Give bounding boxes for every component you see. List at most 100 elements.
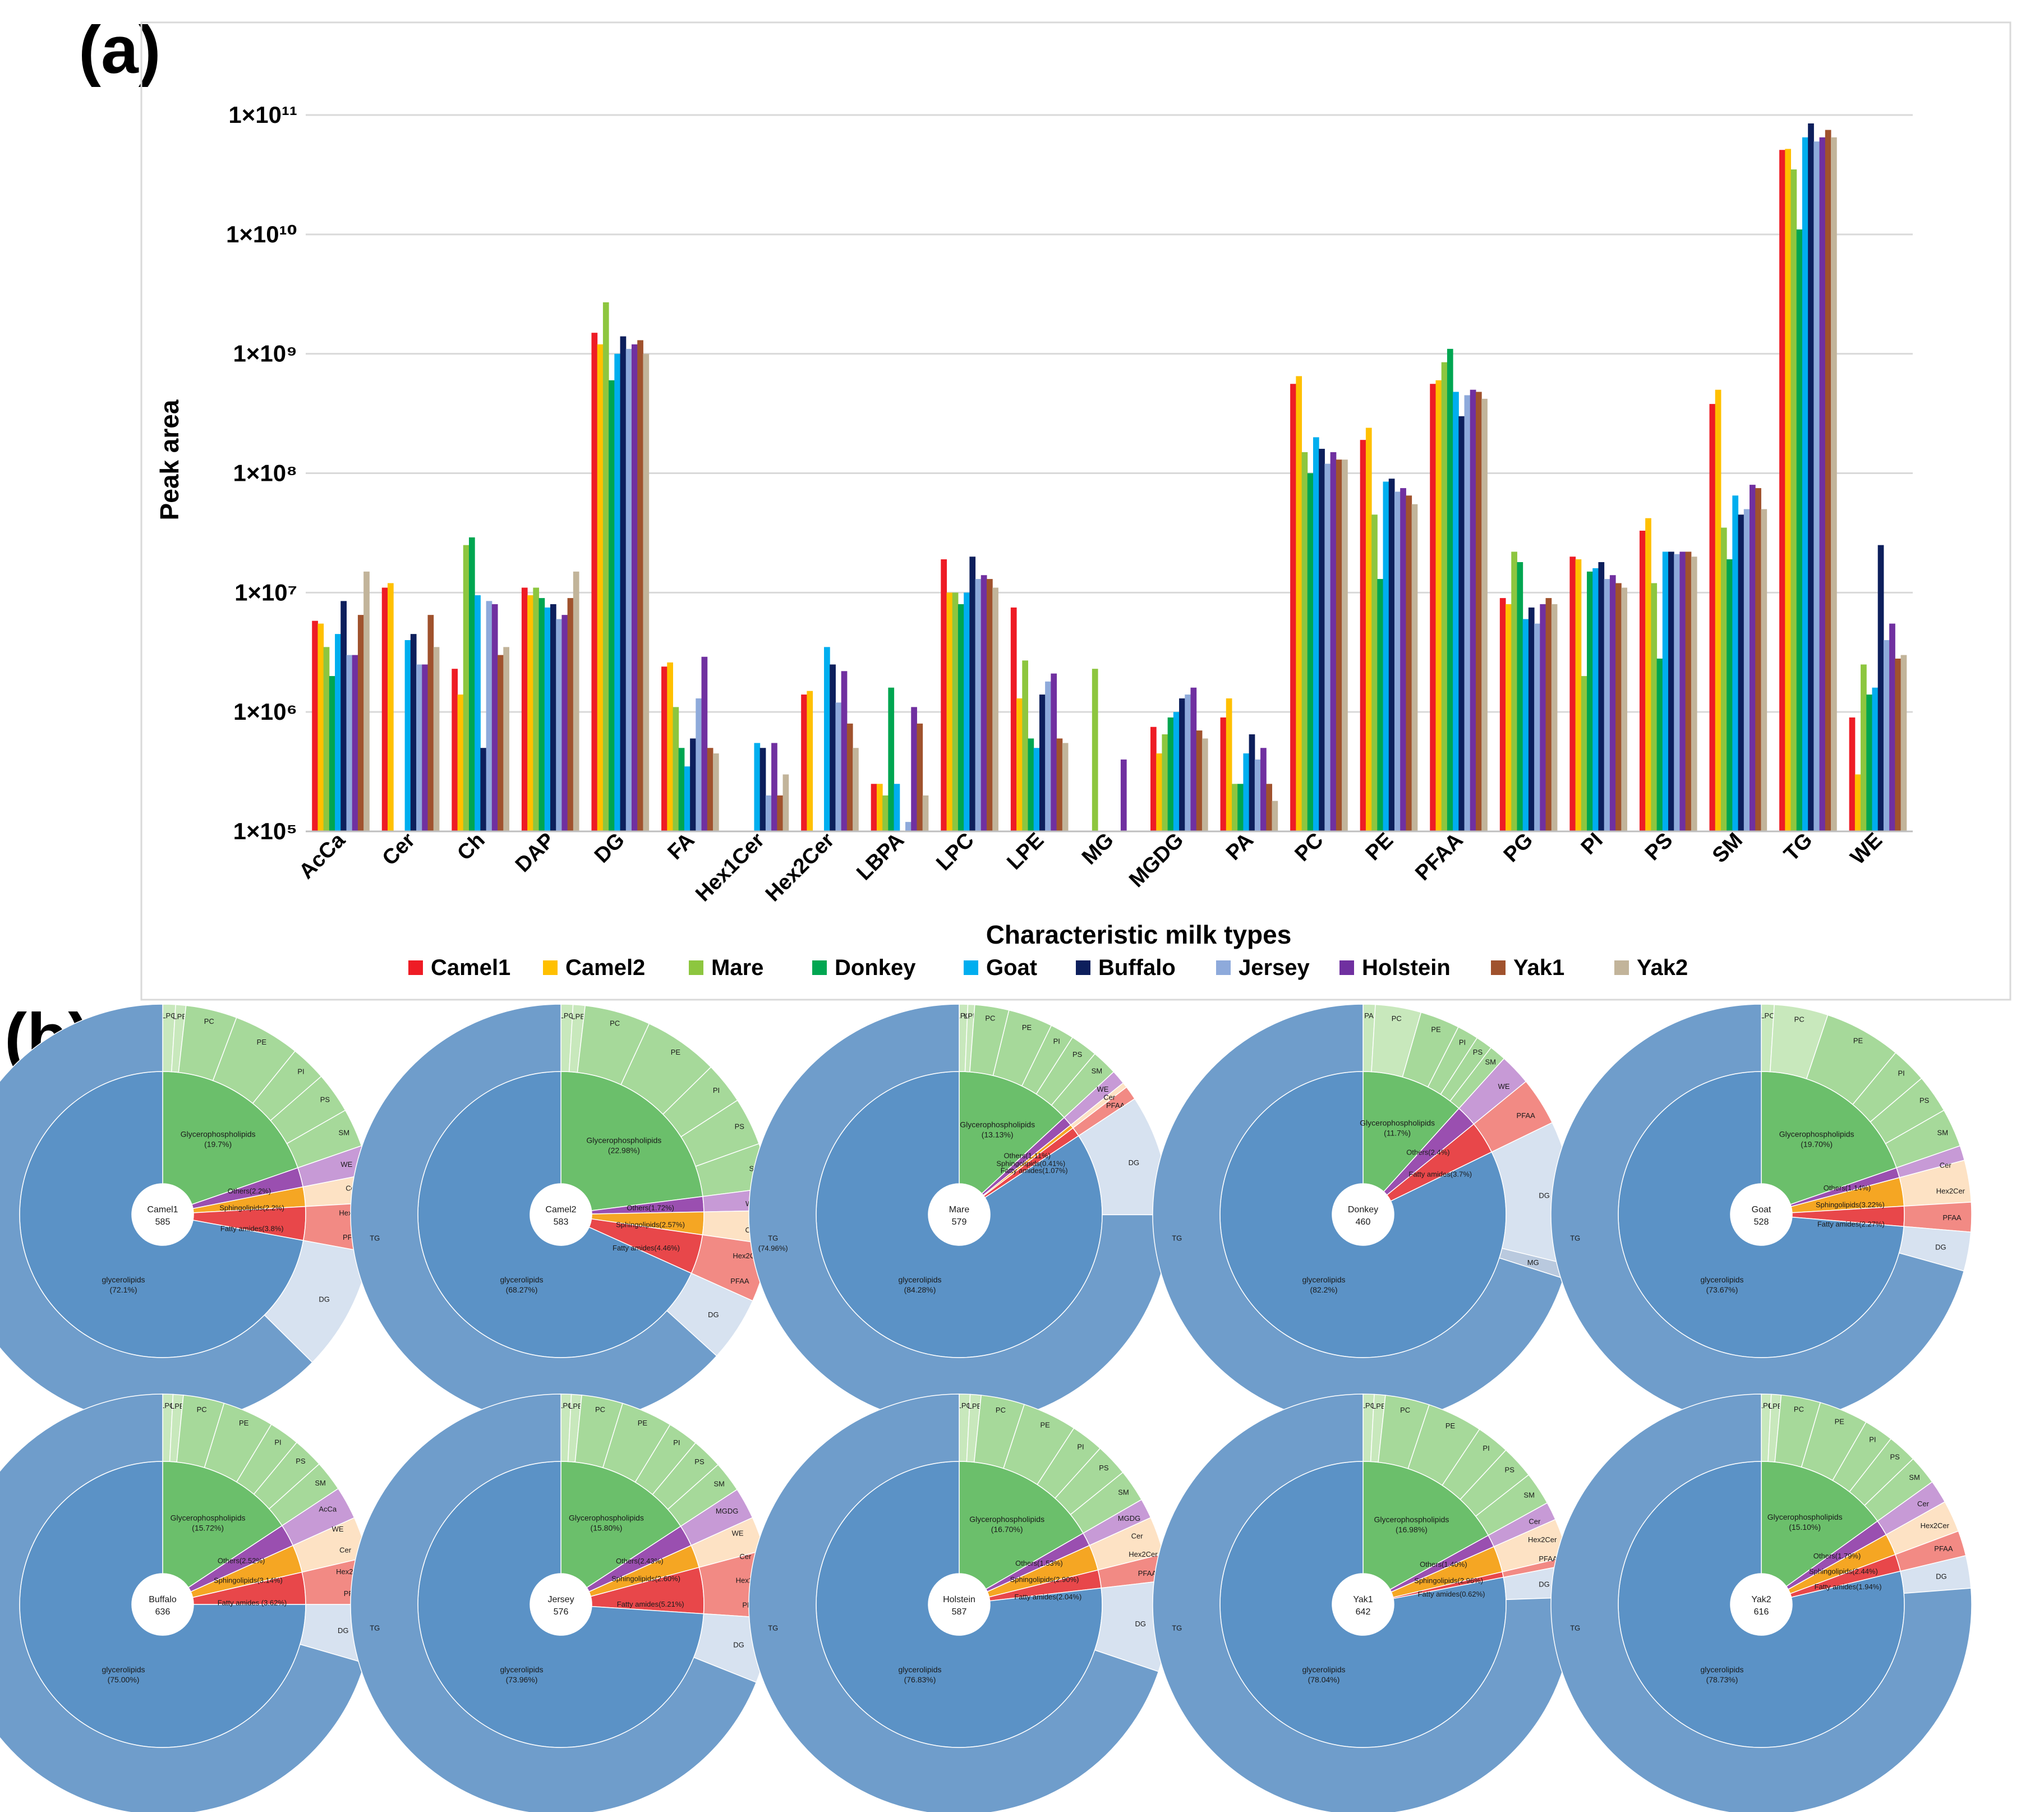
sunburst-Camel1: LPCLPEPCPEPIPSSMWECerHex2CerPFAADGTGGlyc… xyxy=(0,1004,374,1425)
legend-label-Goat: Goat xyxy=(986,955,1037,980)
value-glycerolipids: (78.73%) xyxy=(1706,1675,1738,1684)
legend-swatch-Yak1 xyxy=(1491,960,1506,975)
outer-label-LPC: LPC xyxy=(162,1011,176,1020)
outer-label-PI: PI xyxy=(1483,1444,1489,1452)
bar-Holstein-SM xyxy=(1750,485,1756,831)
bar-Holstein-Ch xyxy=(491,604,498,831)
legend: Camel1 Camel2 Mare Donkey Goat Buffalo Jersey H… xyxy=(408,955,1688,980)
center-hole xyxy=(1332,1574,1394,1635)
bar-Holstein-WE xyxy=(1889,623,1895,831)
label-glycerophospholipids: Glycerophospholipids xyxy=(586,1135,661,1144)
label-fatty-amides: Fatty amides(1.07%) xyxy=(1001,1166,1068,1175)
outer-label-LPC: LPC xyxy=(957,1401,972,1410)
bar-Camel1-PS xyxy=(1639,530,1646,831)
bar-Buffalo-MGDG xyxy=(1179,698,1185,831)
center-count: 642 xyxy=(1356,1607,1371,1617)
bar-Camel1-LPE xyxy=(1010,607,1017,831)
outer-label-PFAA: PFAA xyxy=(1106,1101,1125,1110)
label-glycerophospholipids: Glycerophospholipids xyxy=(1767,1512,1843,1521)
label-fatty-amides: Fatty amides(4.46%) xyxy=(613,1244,680,1252)
bar-Jersey-SM xyxy=(1743,509,1750,831)
outer-label-DG: DG xyxy=(338,1626,349,1635)
bar-Yak1-PI xyxy=(1615,583,1622,831)
center-count: 579 xyxy=(952,1217,967,1227)
outer-label-MGDG: MGDG xyxy=(716,1507,738,1515)
bar-Mare-SM xyxy=(1720,527,1727,831)
bar-Yak1-PS xyxy=(1685,551,1692,831)
outer-TG xyxy=(1550,1394,1972,1812)
outer-label-Hex2Cer: Hex2Cer xyxy=(1921,1521,1950,1530)
label-glycerolipids: glycerolipids xyxy=(102,1665,145,1674)
x-tick-label: PE xyxy=(1361,829,1398,866)
bar-Mare-PS xyxy=(1651,583,1658,831)
bar-Camel2-PFAA xyxy=(1435,380,1442,831)
value-glycerophospholipids: (15.72%) xyxy=(192,1523,224,1532)
label-glycerolipids: glycerolipids xyxy=(1700,1665,1743,1674)
bar-Jersey-LPC xyxy=(975,579,982,831)
y-tick-label: 1×10⁸ xyxy=(233,460,297,486)
center-hole xyxy=(928,1574,990,1635)
bar-Buffalo-TG xyxy=(1808,123,1814,832)
bar-Yak2-LBPA xyxy=(922,795,929,831)
bar-Camel2-Cer xyxy=(387,583,394,831)
label-sphingolipids: Sphingolipids(2.60%) xyxy=(611,1575,680,1583)
outer-label-SM: SM xyxy=(1485,1057,1497,1066)
bar-Donkey-SM xyxy=(1727,559,1733,831)
outer-label-WE: WE xyxy=(732,1529,744,1537)
label-sphingolipids: Sphingolipids(3.14%) xyxy=(214,1576,283,1584)
legend-swatch-Camel1 xyxy=(408,960,423,975)
bar-Yak1-Ch xyxy=(498,655,504,831)
outer-label-PI: PI xyxy=(1459,1038,1466,1046)
label-glycerophospholipids: Glycerophospholipids xyxy=(171,1513,246,1522)
legend-label-Holstein: Holstein xyxy=(1362,955,1451,980)
bar-Jersey-DAP xyxy=(556,619,562,831)
outer-label-TG: TG xyxy=(1570,1624,1580,1632)
bar-Holstein-LPE xyxy=(1051,673,1057,831)
legend-swatch-Goat xyxy=(964,960,978,975)
outer-label-AcCa: AcCa xyxy=(319,1505,337,1514)
bar-Donkey-DG xyxy=(609,380,615,831)
sunburst-Buffalo: LPCLPEPCPEPIPSSMAcCaWECerHex2CerPFAADGTG… xyxy=(0,1394,374,1812)
label-others: Others(1.79%) xyxy=(1813,1552,1861,1560)
outer-label-SM: SM xyxy=(1523,1491,1535,1499)
bar-Goat-Hex1Cer xyxy=(754,743,761,831)
outer-label-PI: PI xyxy=(713,1086,720,1094)
bar-Holstein-LBPA xyxy=(911,707,917,831)
label-sphingolipids: Sphingolipids(2.57%) xyxy=(616,1221,685,1229)
bar-Jersey-TG xyxy=(1813,141,1820,832)
bar-Mare-MGDG xyxy=(1162,734,1168,831)
outer-label-SM: SM xyxy=(713,1479,725,1488)
bar-Buffalo-Ch xyxy=(480,748,487,831)
outer-label-PS: PS xyxy=(1505,1466,1515,1474)
bar-Yak2-PC xyxy=(1342,459,1348,831)
outer-label-LPE: LPE xyxy=(569,1402,583,1410)
outer-label-MGDG: MGDG xyxy=(1118,1514,1140,1523)
bar-Mare-WE xyxy=(1861,664,1867,831)
bar-Yak1-WE xyxy=(1895,658,1902,831)
outer-label-WE: WE xyxy=(340,1160,352,1169)
legend-label-Mare: Mare xyxy=(711,955,763,980)
outer-label-TG: TG xyxy=(370,1624,380,1632)
label-glycerophospholipids: Glycerophospholipids xyxy=(569,1514,644,1523)
x-tick-label: LPE xyxy=(1002,829,1048,875)
bar-Holstein-FA xyxy=(701,656,708,831)
center-hole xyxy=(530,1184,592,1245)
bar-Goat-LPC xyxy=(964,592,970,831)
bar-Camel2-LPC xyxy=(946,592,953,831)
outer-label-DG: DG xyxy=(1135,1620,1146,1628)
bar-Buffalo-FA xyxy=(690,738,696,831)
bar-Goat-LBPA xyxy=(894,784,900,831)
bar-Donkey-PC xyxy=(1307,473,1314,831)
label-glycerolipids: glycerolipids xyxy=(500,1275,543,1284)
legend-label-Buffalo: Buffalo xyxy=(1098,955,1176,980)
y-tick-label: 1×10⁵ xyxy=(233,818,297,844)
outer-label-PE: PE xyxy=(1835,1417,1845,1425)
bar-Donkey-FA xyxy=(678,748,685,831)
bar-Buffalo-LPE xyxy=(1039,695,1046,831)
sunburst-Goat: LPC PC PE PI PS SM Cer Hex2Cer PFAA DG TG Glyceroph… xyxy=(1550,1004,1972,1425)
outer-label-PS: PS xyxy=(1072,1050,1083,1059)
bar-Yak1-AcCa xyxy=(357,615,364,831)
outer-label-PE: PE xyxy=(1445,1422,1456,1430)
outer-label-SM: SM xyxy=(1092,1066,1103,1075)
